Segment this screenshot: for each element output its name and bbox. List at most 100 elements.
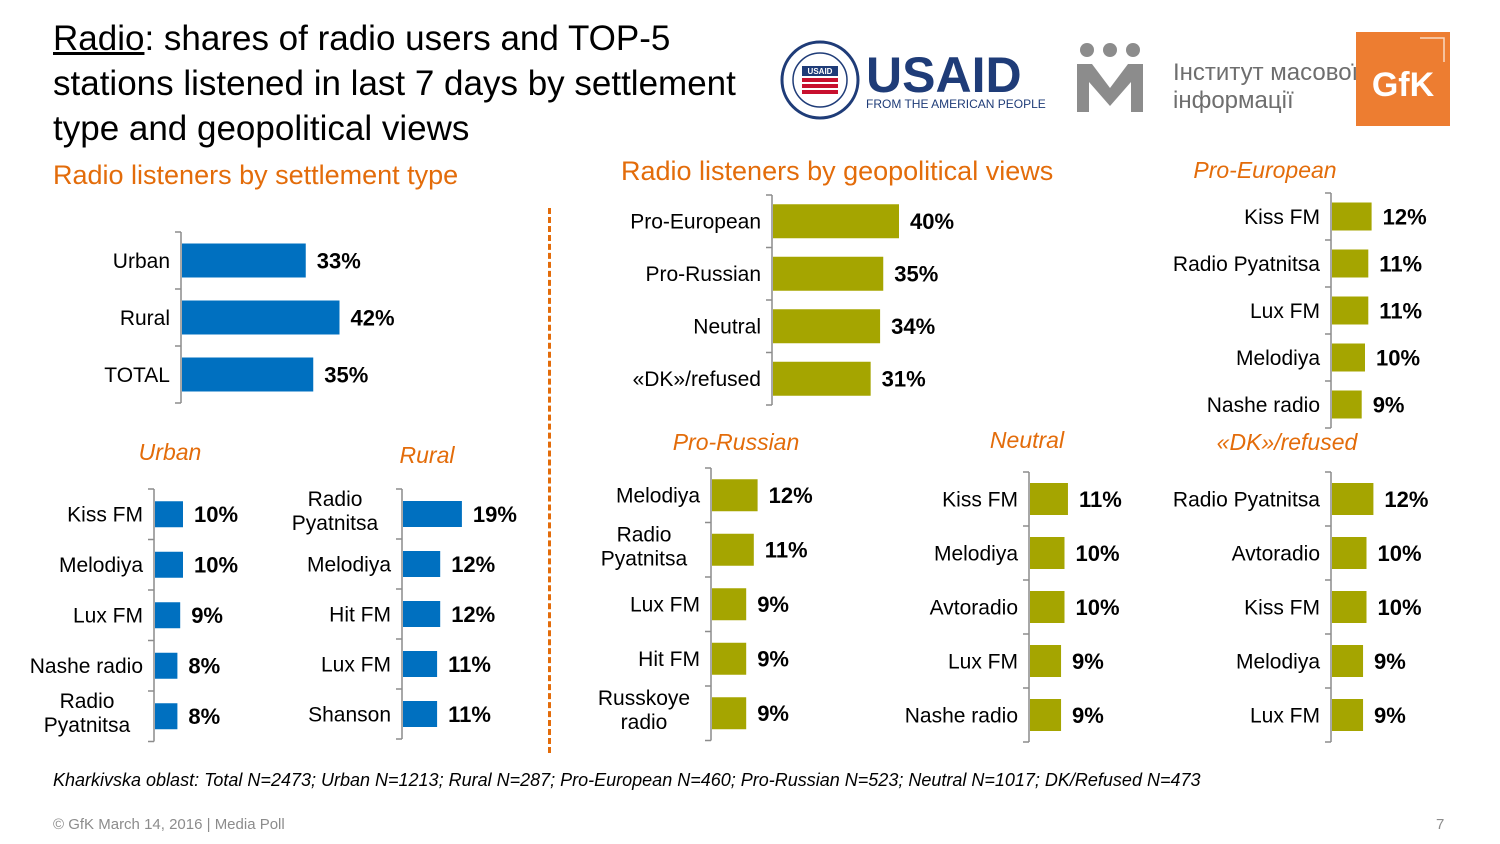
bar-radio-pyatnitsa (1332, 249, 1369, 278)
page-title: Radio: shares of radio users and TOP-5 s… (53, 16, 753, 151)
category-label-lux-fm: Lux FM (73, 605, 143, 628)
value-label-lux-fm: 11% (448, 652, 491, 677)
category-label-neutral: Neutral (693, 316, 761, 339)
bar-lux-fm (403, 651, 438, 677)
value-label-lux-fm: 11% (1379, 298, 1422, 323)
value-label-nashe-radio: 9% (1072, 703, 1104, 728)
value-label-russkoye-radio: 9% (757, 701, 789, 726)
category-label-urban: Urban (113, 250, 170, 273)
category-label-melodiya: Melodiya (59, 554, 143, 577)
category-label-radio-pyatnitsa: Radio Pyatnitsa (292, 488, 379, 535)
value-label-pro-european: 40% (910, 209, 954, 234)
category-label-lux-fm: Lux FM (630, 594, 700, 617)
category-label-shanson: Shanson (308, 703, 391, 726)
category-label-hit-fm: Hit FM (329, 603, 391, 626)
category-label-radio-pyatnitsa: Radio Pyatnitsa (44, 690, 131, 737)
chart-title-pro-russian-5: Pro-Russian (673, 429, 800, 455)
category-label-nashe-radio: Nashe radio (905, 704, 1018, 727)
category-label-nashe-radio: Nashe radio (1207, 394, 1320, 417)
value-label-avtoradio: 10% (1378, 541, 1422, 566)
bar-lux-fm (1332, 296, 1369, 325)
category-label-lux-fm: Lux FM (1250, 704, 1320, 727)
category-label-lux-fm: Lux FM (1250, 300, 1320, 323)
category-label-melodiya: Melodiya (307, 553, 391, 576)
bar-melodiya (1332, 645, 1364, 677)
section-divider (548, 208, 551, 753)
category-label-nashe-radio: Nashe radio (30, 655, 143, 678)
bar-lux-fm (155, 602, 181, 629)
bar-avtoradio (1030, 591, 1065, 623)
category-label-melodiya: Melodiya (934, 542, 1018, 565)
usaid-tagline: FROM THE AMERICAN PEOPLE (866, 97, 1046, 111)
value-label-lux-fm: 9% (1374, 703, 1406, 728)
category-label-total: TOTAL (104, 364, 170, 387)
value-label-dk-refused: 31% (882, 367, 926, 392)
bar-radio-pyatnitsa (155, 703, 178, 730)
value-label-kiss-fm: 10% (1378, 595, 1422, 620)
value-label-kiss-fm: 11% (1079, 487, 1122, 512)
bar-lux-fm (1332, 699, 1364, 731)
value-label-kiss-fm: 10% (194, 502, 238, 527)
bar-kiss-fm (1332, 202, 1372, 231)
value-label-melodiya: 9% (1374, 649, 1406, 674)
value-label-neutral: 34% (891, 314, 935, 339)
value-label-lux-fm: 9% (191, 603, 223, 628)
imi-name-line2: інформації (1173, 87, 1294, 114)
value-label-radio-pyatnitsa: 11% (1379, 251, 1422, 276)
value-label-hit-fm: 12% (451, 602, 495, 627)
bar-melodiya (155, 551, 183, 578)
category-label-pro-european: Pro-European (630, 211, 761, 234)
usaid-wordmark: USAID (866, 47, 1022, 103)
bar-russkoye-radio (712, 697, 747, 730)
category-label-radio-pyatnitsa: Radio Pyatnitsa (1173, 253, 1320, 276)
value-label-hit-fm: 9% (757, 647, 789, 672)
value-label-lux-fm: 9% (1072, 649, 1104, 674)
value-label-rural: 42% (351, 305, 395, 330)
bar-melodiya (403, 551, 441, 577)
value-label-total: 35% (324, 362, 368, 387)
value-label-melodiya: 10% (194, 553, 238, 578)
bar-nashe-radio (1030, 699, 1062, 731)
bar-kiss-fm (1030, 483, 1068, 515)
bar-avtoradio (1332, 537, 1367, 569)
page-title-underlined: Radio (53, 19, 145, 58)
value-label-shanson: 11% (448, 702, 491, 727)
chart-title-urban-3: Urban (139, 439, 202, 465)
partner-logos: USAID USAID FROM THE AMERICAN PEOPLE Інс… (780, 32, 1450, 126)
category-label-melodiya: Melodiya (1236, 347, 1320, 370)
category-label-rural: Rural (120, 307, 170, 330)
category-label-lux-fm: Lux FM (948, 650, 1018, 673)
category-label-kiss-fm: Kiss FM (942, 488, 1018, 511)
chart-title-neutral-6: Neutral (990, 427, 1065, 453)
bar-rural (182, 300, 340, 335)
bar-kiss-fm (155, 501, 183, 528)
bar-shanson (403, 701, 438, 727)
value-label-urban: 33% (317, 248, 361, 273)
bar-urban (182, 243, 306, 278)
category-label-pro-russian: Pro-Russian (645, 263, 761, 286)
category-label-hit-fm: Hit FM (638, 648, 700, 671)
value-label-radio-pyatnitsa: 12% (1384, 487, 1428, 512)
geopolitical-section-title: Radio listeners by geopolitical views (621, 156, 1054, 186)
page-number: 7 (1436, 816, 1445, 833)
chart-title-dk-refused-7: «DK»/refused (1217, 429, 1359, 455)
settlement-section-title: Radio listeners by settlement type (53, 160, 459, 190)
bar-hit-fm (712, 642, 747, 675)
category-label-kiss-fm: Kiss FM (1244, 596, 1320, 619)
value-label-radio-pyatnitsa: 8% (188, 704, 220, 729)
bar-lux-fm (712, 588, 747, 621)
bar-lux-fm (1030, 645, 1062, 677)
bar-hit-fm (403, 601, 441, 627)
category-label-avtoradio: Avtoradio (930, 596, 1018, 619)
category-label-melodiya: Melodiya (616, 485, 700, 508)
category-label-dk-refused: «DK»/refused (633, 368, 761, 391)
value-label-melodiya: 12% (769, 483, 813, 508)
category-label-radio-pyatnitsa: Radio Pyatnitsa (1173, 488, 1320, 511)
gfk-logo: GfK (1356, 32, 1450, 126)
value-label-lux-fm: 9% (757, 592, 789, 617)
bar-nashe-radio (1332, 390, 1362, 419)
bar-dk-refused (773, 361, 871, 396)
bar-melodiya (712, 479, 758, 512)
value-label-radio-pyatnitsa: 19% (473, 502, 517, 527)
